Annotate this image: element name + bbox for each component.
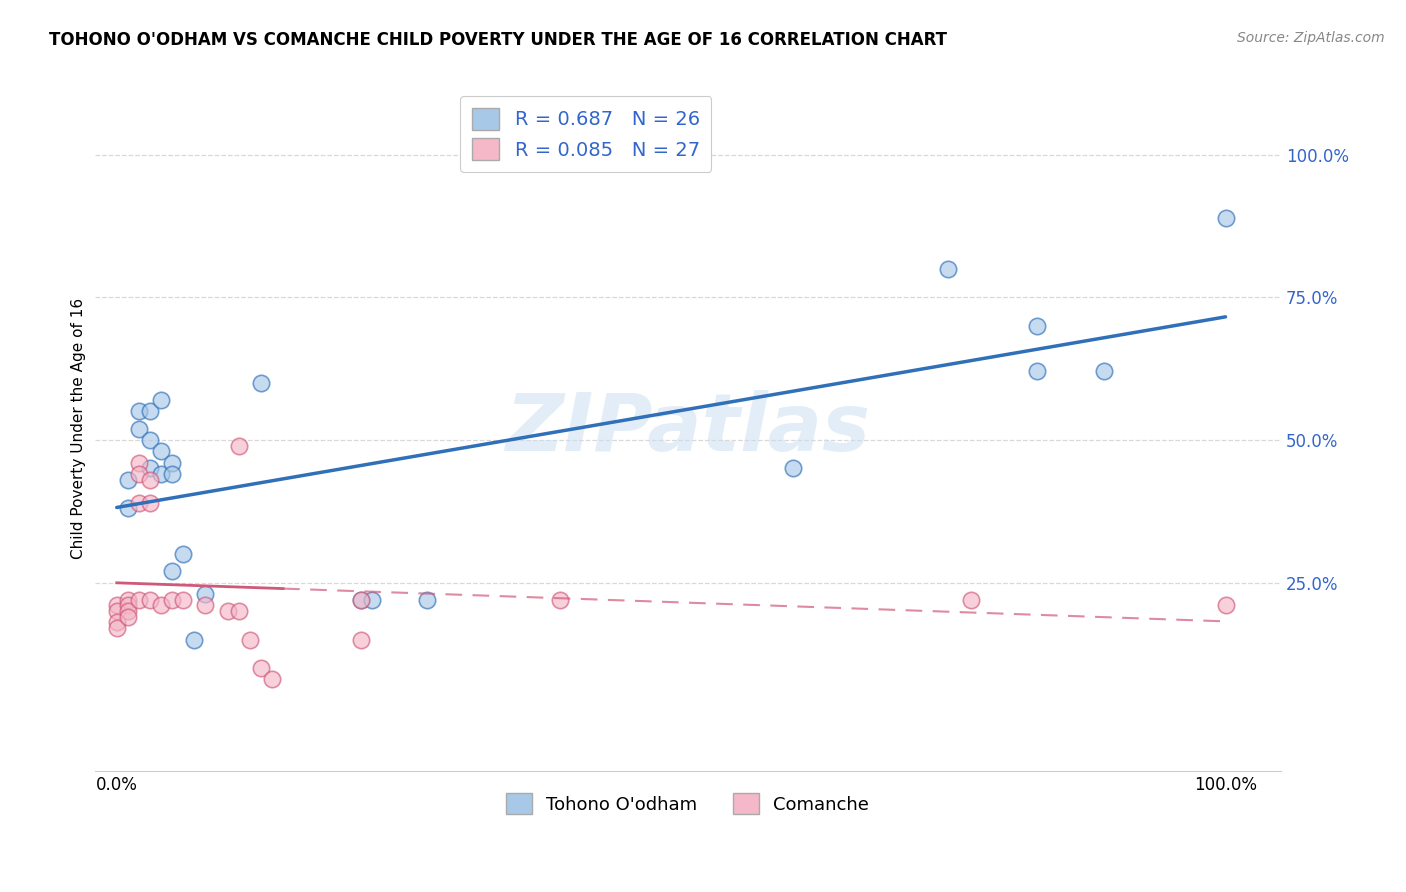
Point xyxy=(117,473,139,487)
Point xyxy=(139,404,162,418)
Point xyxy=(959,592,981,607)
Point xyxy=(128,404,150,418)
Point xyxy=(139,473,162,487)
Point xyxy=(194,599,217,613)
Text: Source: ZipAtlas.com: Source: ZipAtlas.com xyxy=(1237,31,1385,45)
Point xyxy=(160,467,183,482)
Text: TOHONO O'ODHAM VS COMANCHE CHILD POVERTY UNDER THE AGE OF 16 CORRELATION CHART: TOHONO O'ODHAM VS COMANCHE CHILD POVERTY… xyxy=(49,31,948,49)
Point xyxy=(1026,318,1049,333)
Point xyxy=(217,604,239,618)
Point xyxy=(117,599,139,613)
Point xyxy=(105,615,128,630)
Point xyxy=(150,599,173,613)
Point xyxy=(416,592,439,607)
Point xyxy=(139,592,162,607)
Point xyxy=(360,592,382,607)
Point xyxy=(128,592,150,607)
Point xyxy=(117,592,139,607)
Point xyxy=(239,632,262,647)
Point xyxy=(183,632,205,647)
Point xyxy=(139,496,162,510)
Y-axis label: Child Poverty Under the Age of 16: Child Poverty Under the Age of 16 xyxy=(72,298,86,559)
Point xyxy=(150,444,173,458)
Point xyxy=(1215,211,1237,225)
Point xyxy=(350,632,373,647)
Point xyxy=(128,456,150,470)
Point xyxy=(150,392,173,407)
Point xyxy=(128,496,150,510)
Point xyxy=(117,501,139,516)
Point xyxy=(128,467,150,482)
Point xyxy=(260,673,283,687)
Point xyxy=(350,592,373,607)
Legend: Tohono O'odham, Comanche: Tohono O'odham, Comanche xyxy=(498,784,879,823)
Point xyxy=(228,604,250,618)
Point xyxy=(105,604,128,618)
Point xyxy=(782,461,804,475)
Point xyxy=(105,599,128,613)
Point xyxy=(194,587,217,601)
Point xyxy=(172,592,194,607)
Point xyxy=(172,547,194,561)
Point xyxy=(160,592,183,607)
Point xyxy=(548,592,571,607)
Point xyxy=(1026,364,1049,378)
Point xyxy=(139,461,162,475)
Point xyxy=(105,621,128,635)
Point xyxy=(139,433,162,447)
Point xyxy=(160,456,183,470)
Point xyxy=(228,439,250,453)
Point xyxy=(1215,599,1237,613)
Point xyxy=(250,661,273,675)
Point xyxy=(1092,364,1115,378)
Point xyxy=(150,467,173,482)
Point xyxy=(128,421,150,435)
Point xyxy=(350,592,373,607)
Point xyxy=(936,261,959,276)
Point xyxy=(250,376,273,390)
Point xyxy=(117,604,139,618)
Point xyxy=(160,564,183,578)
Text: ZIPatlas: ZIPatlas xyxy=(505,390,870,467)
Point xyxy=(117,609,139,624)
